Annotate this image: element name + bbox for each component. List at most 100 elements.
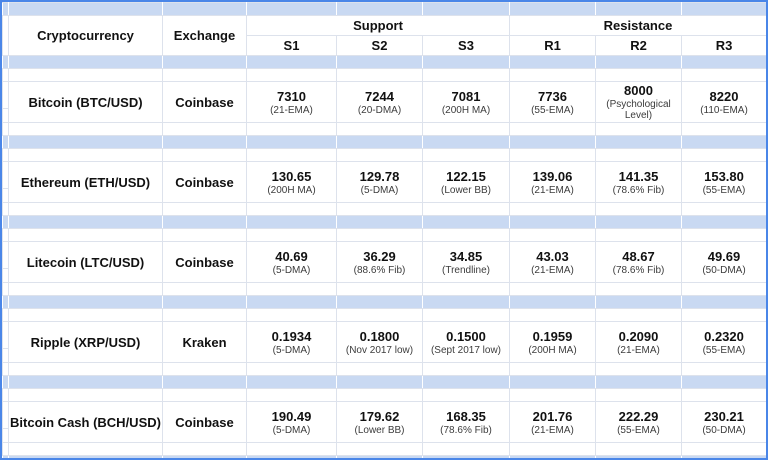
- empty-row-cell: [336, 362, 423, 376]
- level-sublabel: (21-EMA): [617, 344, 660, 356]
- level-cell-r3: 153.80 (55-EMA): [681, 161, 766, 203]
- separator-row-cell: [595, 375, 682, 389]
- separator-row-cell: [162, 455, 247, 458]
- empty-row-cell: [8, 308, 163, 322]
- level-value: 34.85: [449, 248, 483, 264]
- separator-row-cell: [681, 55, 766, 69]
- empty-row-cell: [509, 68, 596, 82]
- separator-row-cell: [595, 135, 682, 149]
- level-value: 40.69: [275, 248, 308, 264]
- level-sublabel: (200H MA): [528, 344, 577, 356]
- level-sublabel: (Sept 2017 low): [430, 344, 502, 356]
- separator-row-cell: [681, 135, 766, 149]
- column-header-s2: S2: [336, 35, 423, 56]
- empty-row-cell: [246, 148, 337, 162]
- level-value: 0.2090: [618, 328, 659, 344]
- empty-row-cell: [681, 68, 766, 82]
- column-group-resistance: Resistance: [509, 15, 766, 36]
- empty-row-cell: [8, 442, 163, 456]
- crypto-name-cell: Ethereum (ETH/USD): [8, 161, 163, 203]
- separator-row-cell: [246, 295, 337, 309]
- level-cell-s3: 122.15 (Lower BB): [422, 161, 510, 203]
- top-separator-row-cell: [595, 2, 682, 16]
- level-cell-r1: 0.1959 (200H MA): [509, 321, 596, 363]
- empty-row-cell: [336, 68, 423, 82]
- level-cell-s2: 0.1800 (Nov 2017 low): [336, 321, 423, 363]
- empty-row-cell: [162, 68, 247, 82]
- separator-row-cell: [246, 455, 337, 458]
- empty-row-cell: [681, 362, 766, 376]
- level-sublabel: (20-DMA): [357, 104, 402, 116]
- empty-row-cell: [422, 68, 510, 82]
- empty-row-cell: [246, 282, 337, 296]
- top-separator-row: [2, 2, 766, 16]
- separator-row-cell: [595, 295, 682, 309]
- level-cell-r2: 222.29 (55-EMA): [595, 401, 682, 443]
- separator-row: [2, 455, 766, 458]
- level-sublabel: (88.6% Fib): [353, 264, 406, 276]
- level-value: 139.06: [532, 168, 573, 184]
- separator-row-cell: [509, 215, 596, 229]
- level-value: 130.65: [271, 168, 312, 184]
- empty-row-cell: [246, 308, 337, 322]
- level-cell-s2: 129.78 (5-DMA): [336, 161, 423, 203]
- separator-row-cell: [246, 375, 337, 389]
- empty-row-cell: [509, 388, 596, 402]
- empty-row-cell: [595, 388, 682, 402]
- empty-row: [2, 68, 766, 82]
- empty-row-cell: [681, 442, 766, 456]
- separator-row: [2, 295, 766, 309]
- empty-row-cell: [681, 308, 766, 322]
- level-cell-s2: 7244 (20-DMA): [336, 81, 423, 123]
- column-group-support: Support: [246, 15, 510, 36]
- level-sublabel: (5-DMA): [360, 184, 399, 196]
- empty-row-cell: [681, 202, 766, 216]
- separator-row-cell: [336, 375, 423, 389]
- level-cell-r3: 8220 (110-EMA): [681, 81, 766, 123]
- separator-row-cell: [422, 215, 510, 229]
- empty-row-cell: [336, 388, 423, 402]
- separator-row-cell: [8, 135, 163, 149]
- separator-row-cell: [422, 375, 510, 389]
- level-cell-r2: 0.2090 (21-EMA): [595, 321, 682, 363]
- empty-row-cell: [246, 362, 337, 376]
- empty-row-cell: [422, 388, 510, 402]
- empty-row-cell: [681, 148, 766, 162]
- column-header-r3: R3: [681, 35, 766, 56]
- column-header-s3: S3: [422, 35, 510, 56]
- separator-row-cell: [422, 455, 510, 458]
- level-value: 153.80: [704, 168, 744, 184]
- empty-row-cell: [8, 228, 163, 242]
- level-cell-s1: 0.1934 (5-DMA): [246, 321, 337, 363]
- empty-row-cell: [595, 308, 682, 322]
- level-sublabel: (Lower BB): [440, 184, 491, 196]
- separator-row: [2, 215, 766, 229]
- level-value: 168.35: [446, 408, 486, 424]
- empty-row-cell: [595, 442, 682, 456]
- level-cell-s3: 168.35 (78.6% Fib): [422, 401, 510, 443]
- separator-row-cell: [162, 55, 247, 69]
- level-value: 7736: [538, 88, 567, 104]
- separator-row-cell: [681, 455, 766, 458]
- empty-row-cell: [595, 228, 682, 242]
- level-value: 36.29: [363, 248, 396, 264]
- separator-row-cell: [336, 55, 423, 69]
- level-value: 0.1934: [271, 328, 312, 344]
- separator-row-cell: [162, 135, 247, 149]
- level-value: 48.67: [622, 248, 655, 264]
- separator-row-cell: [8, 375, 163, 389]
- separator-row-cell: [681, 295, 766, 309]
- separator-row-cell: [246, 135, 337, 149]
- level-cell-r2: 141.35 (78.6% Fib): [595, 161, 682, 203]
- separator-row-cell: [681, 375, 766, 389]
- empty-row-cell: [681, 282, 766, 296]
- empty-row-cell: [246, 68, 337, 82]
- exchange-cell: Coinbase: [162, 81, 247, 123]
- level-sublabel: (21-EMA): [531, 184, 574, 196]
- level-sublabel: (55-EMA): [617, 424, 660, 436]
- level-cell-s1: 7310 (21-EMA): [246, 81, 337, 123]
- level-sublabel: (110-EMA): [700, 104, 748, 116]
- crypto-value-row: Bitcoin (BTC/USD) Coinbase 7310 (21-EMA) 724…: [2, 81, 766, 123]
- separator-row: [2, 55, 766, 69]
